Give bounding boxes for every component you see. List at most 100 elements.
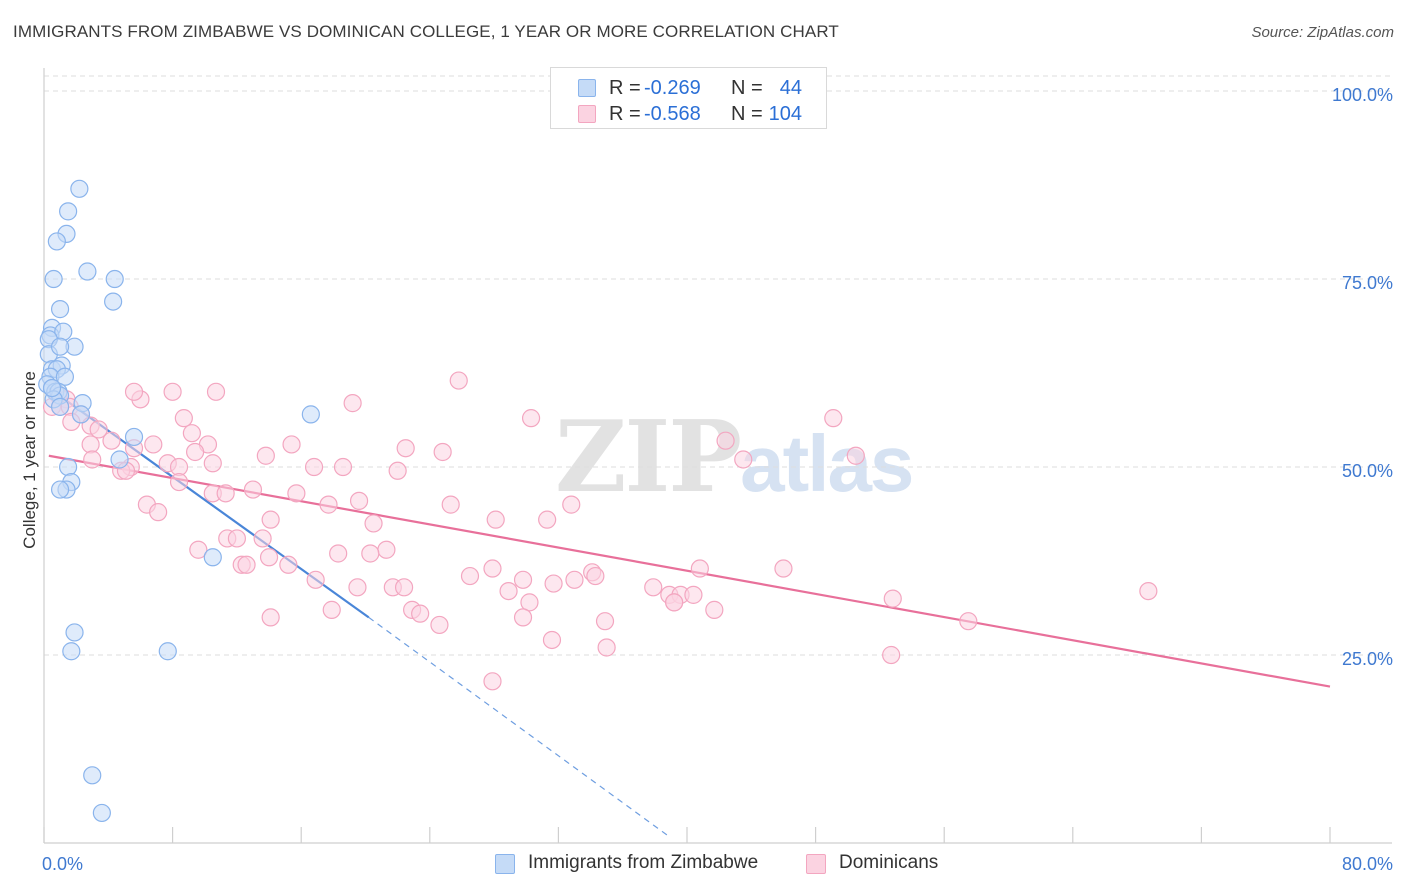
dominican-point xyxy=(163,382,182,401)
zimbabwe-point xyxy=(62,642,81,661)
dominican-point xyxy=(186,442,205,462)
dominican-point xyxy=(329,544,348,563)
dominican-point xyxy=(544,574,563,593)
dominican-point xyxy=(520,593,539,612)
n-value: 104 xyxy=(768,103,802,125)
stats-row-dominicans: R = -0.568 N = 104 xyxy=(551,101,826,127)
y-tick-label: 75.0% xyxy=(1342,273,1393,293)
dominican-point xyxy=(486,510,505,529)
zimbabwe-point xyxy=(55,367,74,386)
dominican-point xyxy=(89,420,108,439)
dominican-point xyxy=(846,446,865,465)
zimbabwe-trend-extension xyxy=(368,616,669,836)
dominican-trend-line xyxy=(48,454,1331,688)
zimbabwe-point xyxy=(158,642,177,661)
r-label: R = xyxy=(609,77,641,99)
dominican-point xyxy=(287,484,306,503)
dominican-point xyxy=(149,503,168,522)
zimbabwe-point xyxy=(110,450,129,469)
watermark-zip: ZIP xyxy=(555,400,742,515)
zimbabwe-point xyxy=(47,232,66,251)
r-label: R = xyxy=(609,103,641,125)
zimbabwe-point xyxy=(50,300,70,319)
watermark: ZIPatlas xyxy=(555,400,914,515)
zimbabwe-point xyxy=(105,269,124,289)
dominican-point xyxy=(538,510,557,529)
legend-label: Immigrants from Zimbabwe xyxy=(528,852,759,873)
dominican-point xyxy=(449,371,468,390)
dominican-point xyxy=(665,593,684,612)
zimbabwe-point xyxy=(78,262,97,281)
dominican-point xyxy=(169,472,189,492)
dominican-point xyxy=(394,578,414,597)
dominican-point xyxy=(882,645,901,665)
dominican-point xyxy=(259,548,279,567)
dominican-point xyxy=(959,612,978,631)
dominican-point xyxy=(343,394,362,413)
zimbabwe-swatch xyxy=(495,854,515,874)
dominican-point xyxy=(253,529,272,548)
dominican-point xyxy=(182,424,201,443)
dominican-point xyxy=(595,612,615,631)
dominican-point xyxy=(499,581,518,601)
dominican-point xyxy=(377,540,396,559)
dominican-point xyxy=(282,435,301,454)
dominican-point xyxy=(348,578,367,597)
dominican-point xyxy=(333,457,353,477)
dominican-point xyxy=(513,570,533,589)
dominican-point xyxy=(81,435,100,454)
zimbabwe-point xyxy=(71,405,91,424)
x-tick-label: 0.0% xyxy=(42,854,83,874)
watermark-atlas: atlas xyxy=(740,419,914,508)
zimbabwe-point xyxy=(59,202,78,221)
dominican-point xyxy=(644,578,663,597)
y-axis-label: College, 1 year or more xyxy=(20,371,39,549)
zimbabwe-point xyxy=(203,548,222,567)
zimbabwe-point xyxy=(50,480,70,499)
dominican-point xyxy=(684,585,703,604)
dominican-point xyxy=(364,514,383,533)
dominican-point xyxy=(513,608,533,627)
dominican-point xyxy=(542,630,562,650)
dominican-point xyxy=(705,600,724,619)
stats-legend: R = -0.269 N = 44 R = -0.568 N = 104 xyxy=(550,67,827,129)
dominican-point xyxy=(206,382,226,401)
dominican-point xyxy=(124,382,144,401)
dominicans-swatch xyxy=(806,854,826,874)
dominican-point xyxy=(411,604,430,623)
dominican-point xyxy=(203,454,222,473)
zimbabwe-point xyxy=(70,179,89,198)
dominican-point xyxy=(824,409,843,428)
dominican-point xyxy=(144,435,163,454)
dominican-point xyxy=(319,495,338,514)
source-label: Source: ZipAtlas.com xyxy=(1251,24,1394,41)
dominican-point xyxy=(586,566,605,586)
tick-label-layer: 25.0% 50.0% 75.0% 100.0% 0.0% 80.0% xyxy=(42,85,1393,874)
zimbabwe-swatch xyxy=(578,79,596,97)
zimbabwe-point xyxy=(50,397,70,416)
points-layer xyxy=(38,179,1158,823)
dominican-point xyxy=(243,480,263,499)
x-tick-label: 80.0% xyxy=(1342,854,1393,874)
dominican-point xyxy=(774,559,793,578)
dominican-point xyxy=(174,409,193,428)
dominican-point xyxy=(237,555,256,574)
r-value: -0.269 xyxy=(644,77,701,99)
dominican-point xyxy=(430,615,449,635)
dominican-point xyxy=(306,570,325,589)
zimbabwe-point xyxy=(50,337,70,356)
dominican-point xyxy=(349,491,369,510)
stats-row-zimbabwe: R = -0.269 N = 44 xyxy=(551,75,826,101)
dominican-point xyxy=(565,570,584,589)
n-value: 44 xyxy=(779,77,802,99)
dominican-point xyxy=(562,495,581,514)
y-tick-label: 50.0% xyxy=(1342,461,1393,481)
zimbabwe-point xyxy=(65,623,84,642)
zimbabwe-point xyxy=(44,269,63,289)
r-value: -0.568 xyxy=(644,103,701,125)
dominicans-swatch xyxy=(578,105,596,123)
dominican-point xyxy=(433,442,452,462)
dominican-point xyxy=(883,589,902,608)
zimbabwe-point xyxy=(92,803,111,823)
